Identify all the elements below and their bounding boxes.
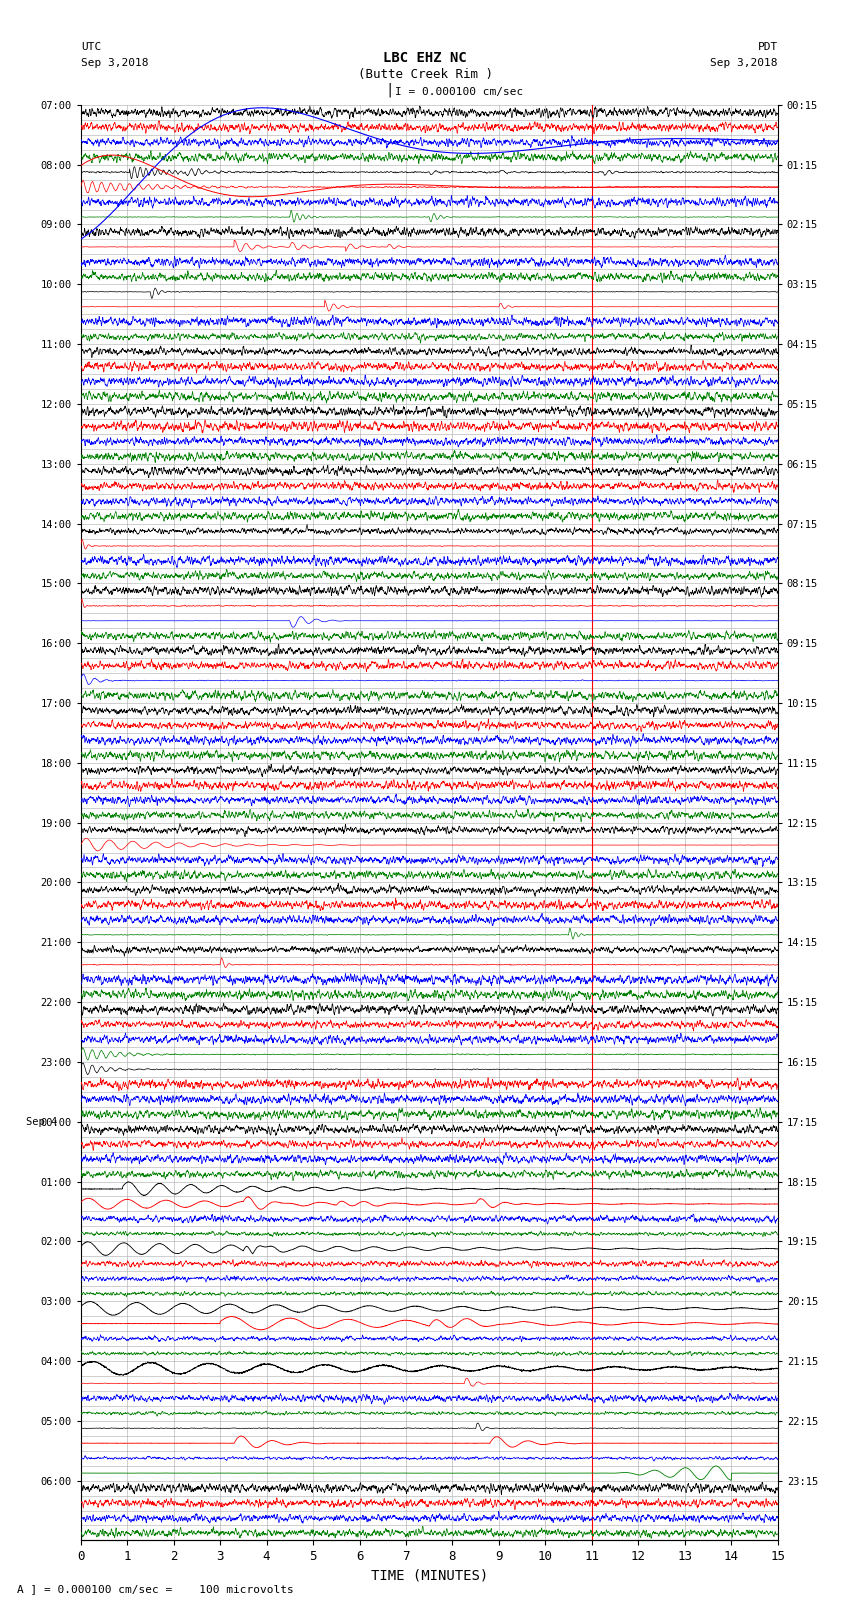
Text: A ] = 0.000100 cm/sec =    100 microvolts: A ] = 0.000100 cm/sec = 100 microvolts [17, 1584, 294, 1594]
Text: LBC EHZ NC: LBC EHZ NC [383, 50, 467, 65]
Text: |: | [385, 82, 394, 97]
Text: Sep 4: Sep 4 [26, 1116, 58, 1127]
Text: Sep 3,2018: Sep 3,2018 [81, 58, 148, 68]
X-axis label: TIME (MINUTES): TIME (MINUTES) [371, 1569, 488, 1582]
Text: Sep 3,2018: Sep 3,2018 [711, 58, 778, 68]
Text: UTC: UTC [81, 42, 101, 52]
Text: (Butte Creek Rim ): (Butte Creek Rim ) [358, 68, 492, 81]
Text: PDT: PDT [757, 42, 778, 52]
Text: I = 0.000100 cm/sec: I = 0.000100 cm/sec [395, 87, 524, 97]
